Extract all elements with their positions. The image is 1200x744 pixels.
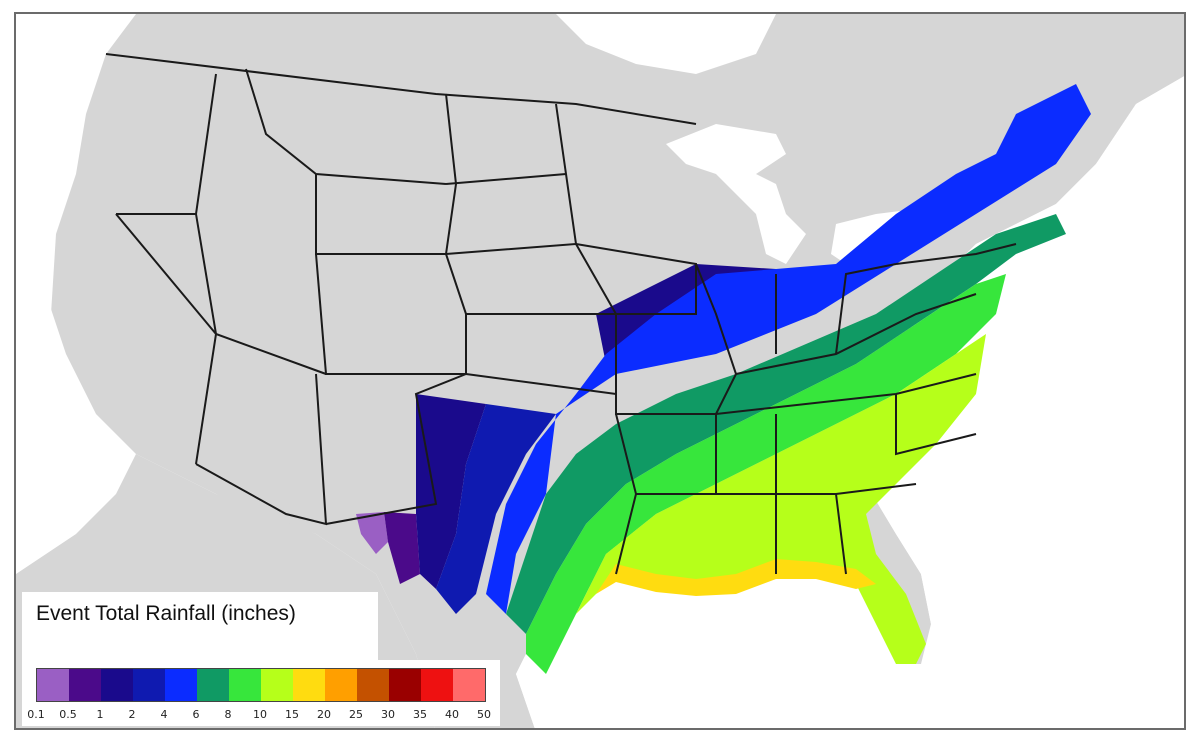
colorbar-tick-label: 30 [381,708,395,721]
colorbar-swatch [325,669,357,701]
colorbar-swatch [389,669,421,701]
band-4 [486,84,1091,614]
colorbar-tick-label: 2 [128,708,136,721]
colorbar-tick-label: 4 [160,708,168,721]
colorbar-swatch [421,669,453,701]
band-8 [526,274,1006,674]
colorbar-tick-label: 8 [224,708,232,721]
greenland-land [1076,14,1184,84]
colorbar-tick-label: 20 [317,708,331,721]
band-0p1 [356,512,388,554]
legend-title: Event Total Rainfall (inches) [36,602,296,625]
colorbar-tick-label: 0.1 [27,708,45,721]
legend-title-panel: Event Total Rainfall (inches) [22,592,378,662]
colorbar-panel: 0.1 0.5 1 2 4 6 8 10 15 20 25 30 35 40 50 [22,660,500,726]
pacific-water [16,14,136,534]
colorbar-swatch [293,669,325,701]
colorbar-tick-label: 1 [96,708,104,721]
rainfall-map [16,14,1184,728]
gulf-water [516,574,936,728]
hudson-bay-water [556,14,776,74]
state-borders [105,53,1017,575]
band-1 [416,394,486,589]
colorbar-tick-label: 35 [413,708,427,721]
colorbar-swatch [37,669,69,701]
band-0p5 [384,512,420,584]
map-frame [14,12,1186,730]
colorbar [36,668,486,702]
colorbar-swatch [69,669,101,701]
colorbar-tick-label: 6 [192,708,200,721]
colorbar-swatch [101,669,133,701]
colorbar-swatch [197,669,229,701]
colorbar-swatch [165,669,197,701]
colorbar-tick-label: 50 [477,708,491,721]
band-15 [596,559,876,596]
colorbar-tick-label: 40 [445,708,459,721]
colorbar-swatch [229,669,261,701]
colorbar-tick-label: 15 [285,708,299,721]
colorbar-swatch [357,669,389,701]
great-lakes [666,124,806,264]
colorbar-tick-label: 25 [349,708,363,721]
atlantic-coast-east [866,76,1184,728]
colorbar-swatch [133,669,165,701]
band-2 [436,404,556,614]
colorbar-swatch [453,669,485,701]
colorbar-tick-label: 10 [253,708,267,721]
colorbar-tick-label: 0.5 [59,708,77,721]
colorbar-swatch [261,669,293,701]
